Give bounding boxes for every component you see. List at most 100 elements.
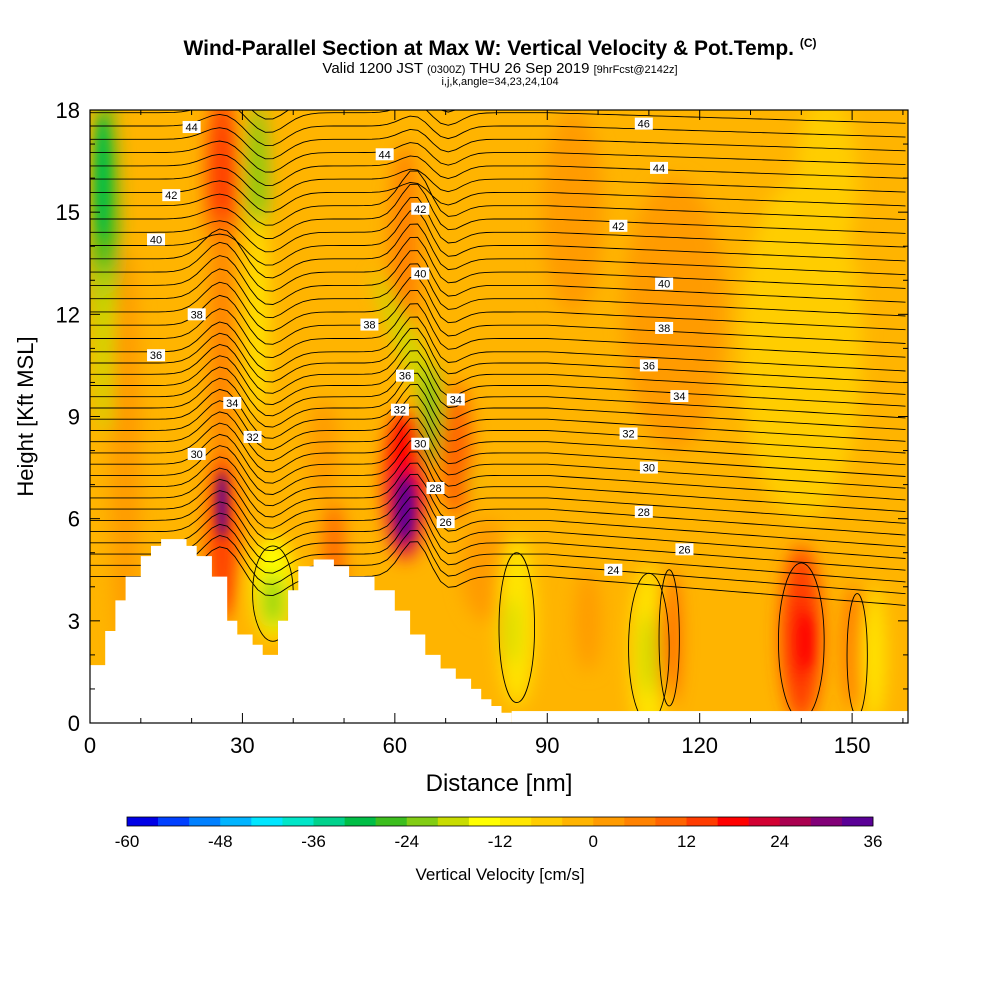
colorbar-swatch (313, 817, 345, 826)
contour-label: 28 (638, 507, 650, 519)
contour-label: 32 (246, 432, 258, 444)
colorbar-swatch (282, 817, 314, 826)
velocity-blob (623, 178, 726, 451)
contour-label: 36 (399, 371, 411, 383)
y-tick-label: 9 (68, 405, 80, 430)
contour-label: 26 (440, 517, 452, 529)
contour-label-box (650, 161, 669, 174)
contour-label-box (360, 318, 379, 331)
isentropes (90, 35, 906, 723)
velocity-blob (247, 212, 268, 417)
colorbar: -60 -48 -36 -24 -12 0 12 24 36 Vertical Velocity … (115, 816, 883, 884)
contour-label: 40 (658, 279, 670, 291)
contour-label: 38 (363, 320, 375, 332)
contour-label-box (604, 563, 623, 576)
contour-label-box (426, 482, 445, 495)
colorbar-frame (126, 816, 874, 827)
colorbar-swatch (220, 817, 252, 826)
velocity-blob (796, 110, 858, 264)
velocity-blob (95, 263, 116, 434)
colorbar-swatch (655, 817, 687, 826)
contour-label-box (375, 148, 394, 161)
velocity-blob (740, 178, 863, 519)
velocity-core (96, 116, 109, 240)
isentrope-line (90, 113, 906, 147)
contour-label-box (675, 543, 694, 556)
colorbar-swatch (593, 817, 625, 826)
isentrope-line (90, 440, 906, 501)
isentrope-line (90, 35, 906, 66)
velocity-blob (460, 518, 512, 621)
isentrope-line (90, 170, 906, 226)
isentrope-line (90, 153, 906, 186)
colorbar-tick-label: 12 (677, 832, 696, 851)
colorbar-tick-label: -12 (488, 832, 513, 851)
isentrope-line (90, 140, 906, 173)
contour-label-box (655, 277, 674, 290)
contour-label-box (147, 349, 166, 362)
isentrope-line (90, 48, 906, 79)
colorbar-swatch (406, 817, 439, 826)
y-tick-label: 0 (68, 711, 80, 736)
isentrope-line (90, 372, 906, 431)
contour-label: 26 (678, 544, 690, 556)
isentrope-line (90, 417, 906, 477)
isentrope-line (90, 485, 906, 548)
y-tick-label: 18 (56, 98, 80, 123)
contour-label: 28 (429, 483, 441, 495)
isentrope-line (90, 276, 906, 332)
y-axis-label: Height [Kft MSL] (13, 336, 38, 496)
velocity-blob (542, 110, 604, 315)
velocity-core (217, 470, 228, 540)
contour-label: 42 (612, 221, 624, 233)
isentrope-line (90, 196, 906, 253)
contour-label: 34 (673, 391, 685, 403)
colorbar-swatch (468, 817, 501, 826)
velocity-cores (96, 116, 812, 669)
contour-label: 32 (622, 429, 634, 441)
isentrope-line (90, 496, 906, 559)
contour-label: 32 (394, 405, 406, 417)
contour-label: 24 (607, 565, 619, 577)
isentrope-line (90, 183, 906, 239)
velocity-blob (206, 110, 238, 264)
isentrope-line (90, 530, 906, 595)
colorbar-swatch (437, 817, 470, 826)
isentrope-line (90, 263, 906, 319)
colorbar-tick-label: -48 (208, 832, 233, 851)
contour-label: 36 (643, 360, 655, 372)
contour-label: 44 (185, 122, 197, 134)
isentrope-line (90, 361, 906, 419)
x-tick-label: 120 (681, 733, 718, 758)
contour-label-box (187, 447, 206, 460)
contour-label-box (390, 403, 409, 416)
closed-contour (658, 569, 680, 707)
colorbar-tick-label: 36 (864, 832, 883, 851)
isentrope-line (90, 180, 906, 213)
terrain (90, 539, 512, 723)
y-tick-label: 3 (68, 609, 80, 634)
colorbar-swatch (531, 817, 563, 826)
isentrope-line (90, 451, 906, 513)
contour-label: 42 (165, 190, 177, 202)
contour-label: 30 (643, 463, 655, 475)
isentrope-line (90, 303, 906, 359)
contour-label-box (670, 390, 689, 403)
contour-label-box (639, 359, 658, 372)
isentrope-line (90, 383, 906, 442)
contour-label-box (655, 321, 674, 334)
isentrope-line (90, 316, 906, 372)
velocity-blob (209, 212, 235, 485)
x-axis-label: Distance [nm] (426, 770, 573, 797)
isentrope-line (90, 167, 906, 200)
contour-label: 34 (226, 398, 238, 410)
isentrope-line (90, 223, 906, 279)
isentrope-line (90, 338, 906, 395)
contour-label: 34 (450, 394, 462, 406)
y-tick-label: 12 (56, 302, 80, 327)
isentrope-line (90, 127, 906, 160)
velocity-blob (575, 569, 601, 672)
contour-label: 44 (653, 163, 665, 175)
velocity-core (801, 614, 812, 669)
isentrope-line (90, 350, 906, 407)
